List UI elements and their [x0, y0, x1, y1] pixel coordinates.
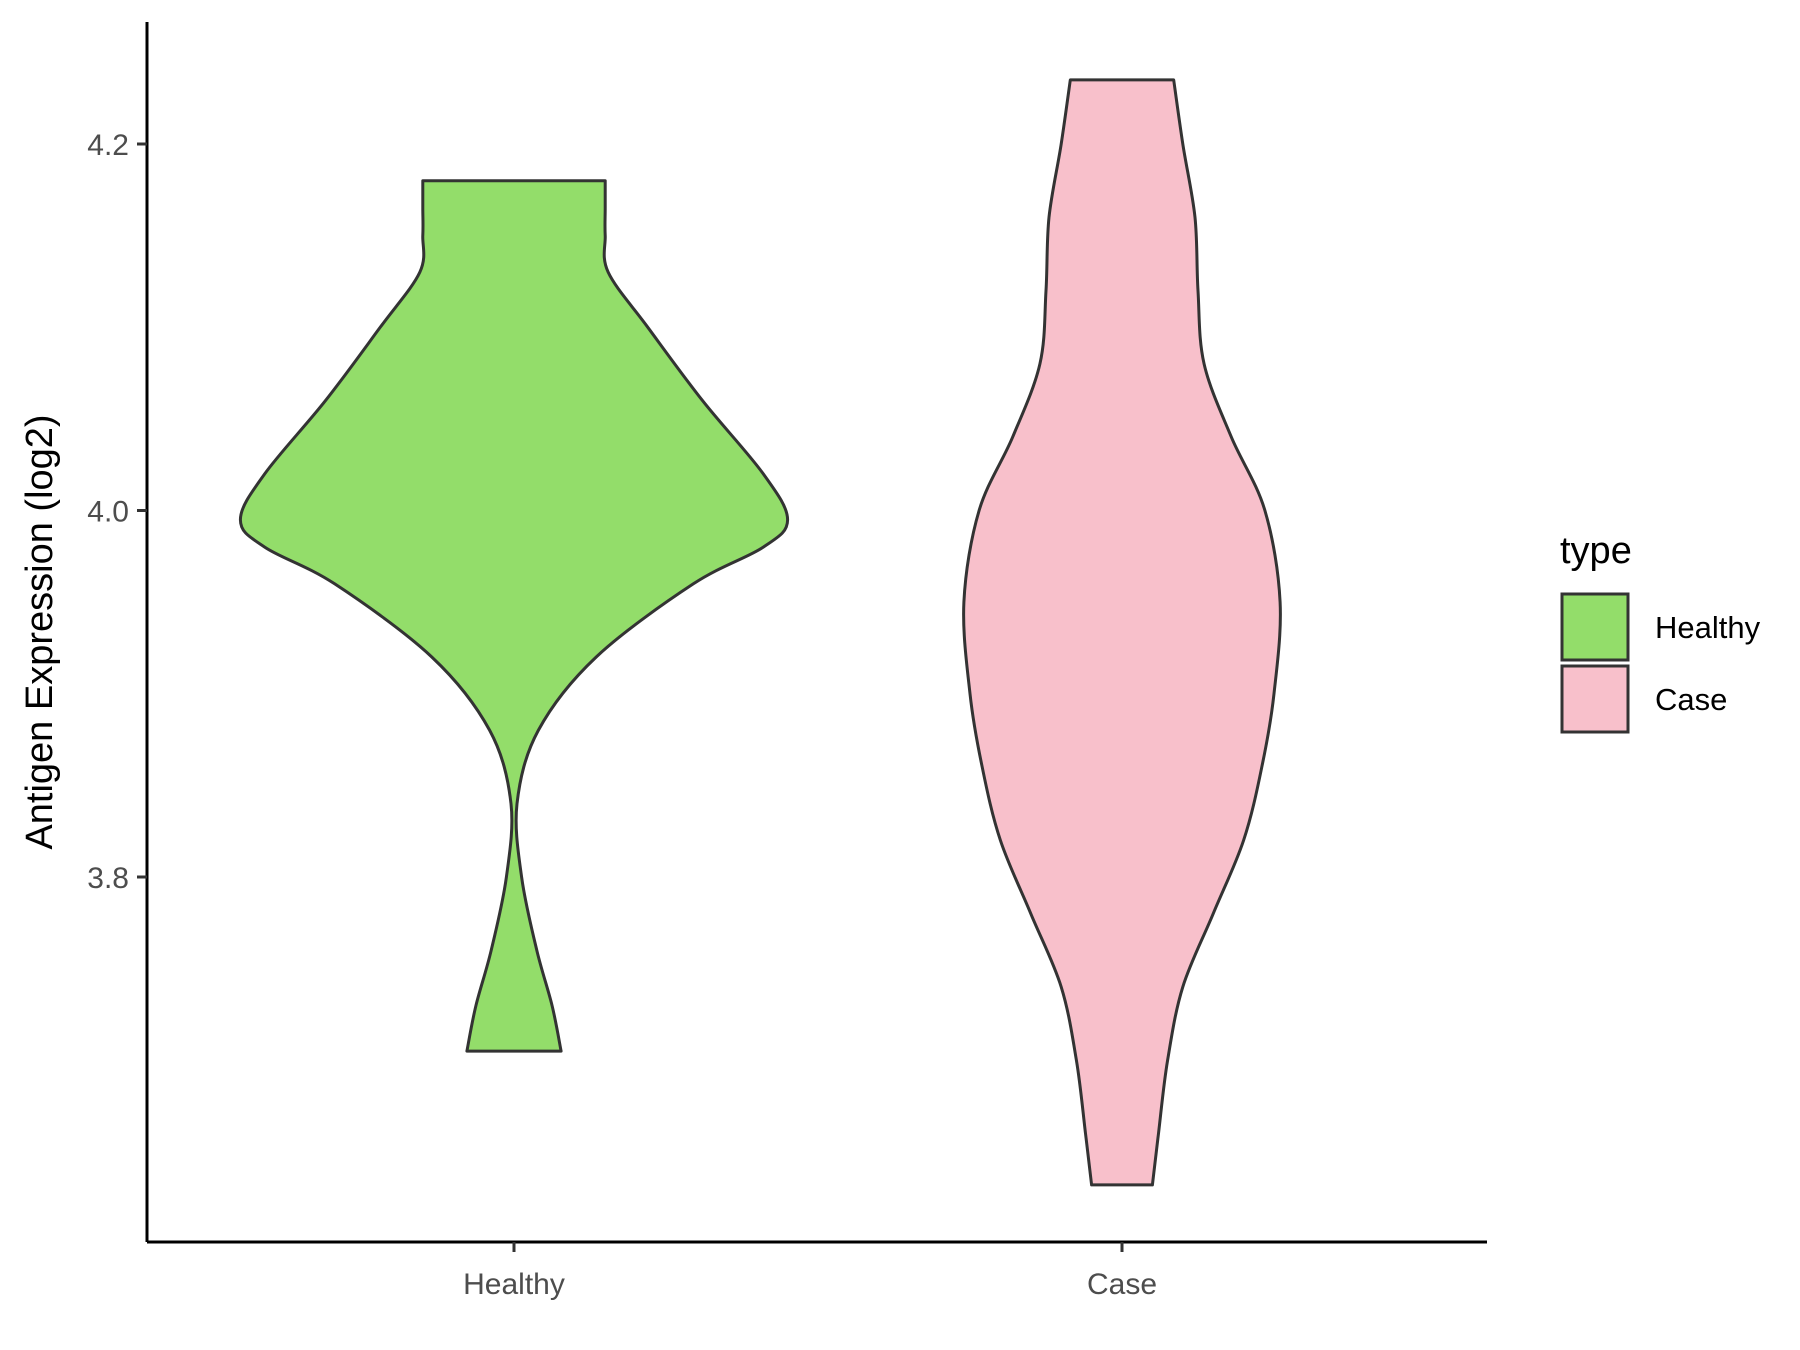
y-ticks-group: 3.8 4.0 4.2: [87, 129, 147, 895]
violin-case: [962, 78, 1282, 1187]
legend-swatch-case: [1560, 664, 1630, 734]
violins-group: [238, 78, 1282, 1187]
axes-group: [145, 22, 1487, 1244]
legend: type Healthy Case: [1560, 530, 1761, 734]
legend-swatch-healthy: [1560, 592, 1630, 662]
x-tick-label-healthy: Healthy: [463, 1268, 565, 1301]
y-tick-label: 4.2: [87, 129, 129, 162]
x-ticks-group: Healthy Case: [463, 1242, 1157, 1301]
legend-title: type: [1560, 530, 1632, 572]
violin-healthy: [238, 179, 790, 1053]
legend-label-case: Case: [1655, 682, 1727, 717]
legend-label-healthy: Healthy: [1655, 610, 1761, 645]
y-tick-label: 4.0: [87, 496, 129, 529]
y-axis-title: Antigen Expression (log2): [19, 414, 61, 849]
x-tick-label-case: Case: [1087, 1268, 1157, 1301]
y-tick-label: 3.8: [87, 862, 129, 895]
legend-entries: Healthy Case: [1560, 592, 1761, 734]
